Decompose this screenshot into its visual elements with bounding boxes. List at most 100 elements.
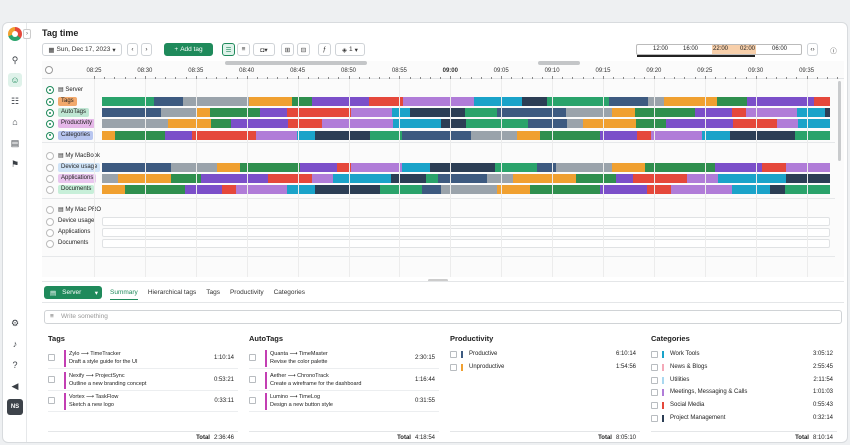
- activity-segment[interactable]: [297, 130, 315, 140]
- activity-segment[interactable]: [732, 185, 770, 195]
- activity-segment[interactable]: [102, 174, 118, 184]
- activity-segment[interactable]: [530, 185, 600, 195]
- activity-track[interactable]: [102, 97, 830, 106]
- tag-filter-button[interactable]: ◈ 1 ▾: [335, 43, 365, 56]
- item-checkbox[interactable]: [48, 375, 55, 383]
- activity-segment[interactable]: [165, 130, 192, 140]
- item-checkbox[interactable]: [651, 402, 658, 410]
- list-item[interactable]: Nexify ⟶ ProjectSync Outline a new brandi…: [48, 370, 238, 391]
- activity-segment[interactable]: [465, 108, 497, 118]
- activity-segment[interactable]: [600, 185, 647, 195]
- item-checkbox[interactable]: [450, 363, 457, 371]
- item-checkbox[interactable]: [249, 375, 256, 383]
- list-item[interactable]: Quanta ⟶ TimeMaster Revise the color pale…: [249, 348, 439, 369]
- list-item[interactable]: Productive 6:10:14: [450, 348, 640, 361]
- camera-button[interactable]: ◘▾: [253, 43, 275, 56]
- activity-segment[interactable]: [102, 119, 168, 129]
- activity-segment[interactable]: [236, 185, 287, 195]
- activity-segment[interactable]: [380, 185, 422, 195]
- activity-segment[interactable]: [115, 130, 165, 140]
- activity-segment[interactable]: [645, 163, 715, 172]
- horizontal-scrollbar[interactable]: [225, 61, 367, 65]
- activity-segment[interactable]: [814, 97, 830, 106]
- activity-segment[interactable]: [211, 119, 231, 129]
- activity-segment[interactable]: [183, 97, 249, 106]
- activity-segment[interactable]: [540, 130, 600, 140]
- activity-segment[interactable]: [687, 174, 718, 184]
- activity-segment[interactable]: [315, 130, 370, 140]
- row-label[interactable]: Applications: [58, 174, 97, 184]
- activity-segment[interactable]: [268, 174, 312, 184]
- activity-segment[interactable]: [537, 163, 556, 172]
- activity-segment[interactable]: [410, 108, 465, 118]
- row-label[interactable]: Documents: [58, 185, 95, 195]
- visible-range-highlight[interactable]: [712, 45, 756, 54]
- activity-segment[interactable]: [292, 97, 312, 106]
- activity-segment[interactable]: [702, 130, 730, 140]
- help-icon[interactable]: ⓘ: [828, 43, 839, 56]
- activity-track[interactable]: [102, 228, 830, 238]
- row-toggle[interactable]: [46, 131, 54, 140]
- activity-segment[interactable]: [300, 163, 337, 172]
- activity-segment[interactable]: [528, 119, 567, 129]
- activity-segment[interactable]: [125, 185, 185, 195]
- next-day-button[interactable]: ›: [141, 43, 152, 56]
- activity-segment[interactable]: [651, 130, 702, 140]
- activity-track[interactable]: [102, 163, 830, 172]
- list-item[interactable]: Unproductive 1:54:56: [450, 361, 640, 374]
- activity-segment[interactable]: [102, 130, 115, 140]
- activity-segment[interactable]: [466, 119, 528, 129]
- activity-segment[interactable]: [825, 108, 830, 118]
- activity-segment[interactable]: [288, 119, 322, 129]
- filter-icon[interactable]: ⚑: [10, 158, 20, 169]
- activity-segment[interactable]: [487, 174, 513, 184]
- row-label[interactable]: Productivity: [58, 119, 96, 129]
- activity-segment[interactable]: [786, 174, 830, 184]
- activity-segment[interactable]: [102, 185, 125, 195]
- tab-hierarchical-tags[interactable]: Hierarchical tags: [147, 289, 197, 296]
- timeline-chart[interactable]: 08:25 08:30 08:35 08:40 08:45 08:50 08:55 09:00…: [42, 61, 844, 277]
- activity-segment[interactable]: [222, 185, 236, 195]
- group-toggle[interactable]: [46, 152, 54, 160]
- tab-tags[interactable]: Tags: [206, 289, 220, 296]
- activity-segment[interactable]: [777, 119, 798, 129]
- day-overview-slider[interactable]: 12:00 16:00 22:00 02:00 06:00: [636, 44, 802, 57]
- server-select[interactable]: ▤ Server ▾: [44, 286, 102, 299]
- item-checkbox[interactable]: [249, 354, 256, 361]
- activity-segment[interactable]: [746, 108, 797, 118]
- tag-icon[interactable]: ⌂: [12, 117, 18, 127]
- activity-segment[interactable]: [240, 163, 300, 172]
- list-item[interactable]: News & Blogs 2:55:45: [651, 361, 837, 374]
- add-tag-button[interactable]: + Add tag: [164, 43, 213, 56]
- activity-segment[interactable]: [315, 185, 380, 195]
- activity-segment[interactable]: [322, 119, 393, 129]
- activity-segment[interactable]: [517, 130, 540, 140]
- row-toggle[interactable]: [46, 240, 54, 249]
- group-toggle[interactable]: [46, 86, 54, 94]
- reports-icon[interactable]: ▤: [10, 137, 20, 148]
- activity-segment[interactable]: [312, 97, 369, 106]
- expand-button[interactable]: ⊟: [297, 43, 310, 56]
- activity-segment[interactable]: [583, 119, 636, 129]
- row-toggle[interactable]: [46, 229, 54, 238]
- activity-segment[interactable]: [102, 163, 171, 172]
- activity-segment[interactable]: [715, 163, 762, 172]
- user-icon[interactable]: ☺: [8, 73, 22, 87]
- row-label[interactable]: Documents: [58, 240, 89, 247]
- activity-segment[interactable]: [438, 174, 487, 184]
- horizontal-scrollbar[interactable]: [538, 61, 580, 65]
- tab-summary[interactable]: Summary: [110, 289, 138, 300]
- collapse-sidebar-button[interactable]: ›: [23, 29, 31, 39]
- activity-segment[interactable]: [576, 174, 616, 184]
- activity-segment[interactable]: [351, 163, 402, 172]
- activity-segment[interactable]: [636, 119, 666, 129]
- list-item[interactable]: Aether ⟶ ChronoTrack Create a wireframe f…: [249, 370, 439, 391]
- pin-icon[interactable]: ⚲: [11, 54, 19, 65]
- activity-track[interactable]: [102, 185, 830, 195]
- row-toggle[interactable]: [46, 218, 54, 226]
- activity-segment[interactable]: [118, 174, 171, 184]
- activity-segment[interactable]: [612, 108, 635, 118]
- help-icon[interactable]: ?: [12, 360, 18, 370]
- list-item[interactable]: Work Tools 3:05:12: [651, 348, 837, 361]
- activity-segment[interactable]: [497, 185, 530, 195]
